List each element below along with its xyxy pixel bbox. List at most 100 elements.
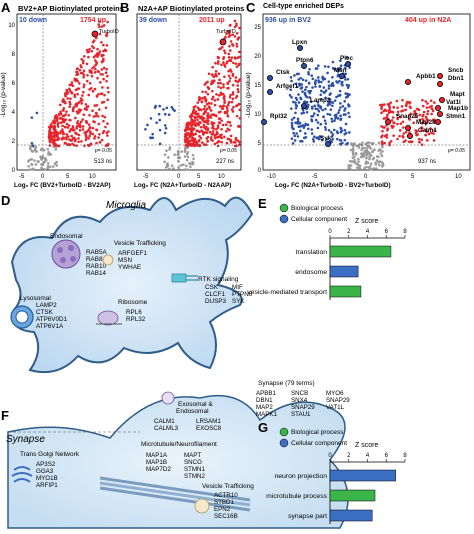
- bv2-point: [333, 119, 336, 123]
- ns-point: [375, 167, 378, 170]
- ns-point: [180, 164, 183, 167]
- panel-c-xtick: 10: [455, 174, 462, 180]
- panel-b-title: N2A+AP Biotinylated proteins: [138, 4, 244, 13]
- microtubule-protein: MAP7D2: [146, 466, 171, 473]
- up-point: [101, 73, 104, 76]
- n2a-point: [385, 115, 389, 119]
- up-point: [228, 44, 231, 48]
- ns-point: [186, 151, 190, 154]
- ns-point: [40, 158, 43, 161]
- vesicle-trafficking-label: Vesicle Trafficking: [114, 240, 166, 247]
- bv2-point: [303, 88, 307, 92]
- up-point: [216, 144, 220, 148]
- ns-point: [163, 153, 167, 156]
- synapse-protein: SNX4: [291, 397, 308, 404]
- rtk-signaling-label: RTK signaling: [198, 276, 239, 283]
- up-point: [95, 112, 98, 115]
- up-point: [100, 40, 103, 44]
- up-point: [217, 140, 221, 143]
- bv2-point: [341, 83, 344, 87]
- n2a-point: [429, 127, 432, 130]
- bv2-protein-label: Arfgef1: [276, 83, 299, 90]
- up-point: [62, 114, 66, 118]
- bv2-point: [290, 79, 293, 83]
- up-point: [90, 49, 94, 53]
- bv2-point: [288, 94, 292, 97]
- ns-point: [351, 144, 355, 148]
- ns-point: [189, 165, 192, 169]
- n2a-point: [424, 128, 428, 132]
- ns-point: [183, 155, 187, 158]
- up-point: [57, 121, 60, 125]
- panel-g-axis-title: Z score: [355, 442, 378, 449]
- bv2-point: [308, 96, 311, 99]
- bv2-point: [317, 104, 321, 108]
- bv2-point: [336, 117, 340, 120]
- down-point: [164, 112, 167, 116]
- up-point: [204, 127, 207, 131]
- go-term-label: neuron projection: [274, 473, 327, 480]
- bv2-point: [334, 115, 338, 119]
- ns-point: [189, 162, 192, 166]
- bv2-point: [320, 80, 323, 84]
- up-point: [96, 76, 99, 80]
- up-point: [235, 32, 239, 35]
- bv2-point: [300, 83, 303, 86]
- bv2-protein-label: Syk: [320, 135, 332, 142]
- synapse-protein: STAU1: [291, 411, 311, 418]
- panel-f-title: Synapse: [6, 434, 45, 445]
- up-point: [106, 122, 109, 125]
- up-point: [97, 136, 100, 139]
- up-point: [227, 69, 230, 73]
- up-point: [102, 129, 106, 133]
- up-point: [209, 136, 213, 139]
- bv2-point: [297, 78, 300, 81]
- up-point: [213, 99, 217, 102]
- up-point: [59, 103, 62, 107]
- up-point: [231, 91, 235, 94]
- up-point: [67, 124, 71, 127]
- n2a-point: [380, 107, 383, 110]
- up-point: [90, 44, 94, 48]
- up-point: [61, 120, 65, 123]
- up-point: [53, 125, 56, 129]
- endosome-vesicle-icon: [60, 257, 66, 263]
- up-point: [227, 74, 231, 78]
- up-point: [105, 44, 109, 47]
- bv2-point: [330, 131, 333, 134]
- bv2-point: [310, 114, 313, 118]
- up-point: [227, 29, 231, 33]
- up-point: [61, 128, 64, 131]
- ns-point: [364, 142, 368, 146]
- n2a-point: [380, 140, 384, 143]
- ns-point: [367, 141, 371, 144]
- receptor-icon: [171, 273, 187, 283]
- n2a-point: [395, 99, 399, 103]
- up-point: [106, 86, 110, 90]
- up-point: [209, 116, 213, 119]
- up-point: [79, 71, 83, 75]
- n2a-point: [402, 140, 406, 144]
- up-point: [102, 66, 106, 70]
- bv2-point: [295, 85, 299, 89]
- ns-point: [46, 147, 50, 151]
- n2a-point: [432, 139, 436, 142]
- golgi-protein: GGA3: [36, 468, 54, 475]
- ns-point: [357, 166, 361, 170]
- up-point: [194, 132, 197, 136]
- ns-point: [348, 167, 352, 171]
- up-point: [91, 126, 95, 130]
- n2a-point: [390, 124, 393, 128]
- ns-point: [357, 146, 361, 149]
- n2a-point: [426, 112, 429, 116]
- ns-point: [185, 164, 188, 168]
- bv2-point: [347, 104, 351, 108]
- bv2-point: [309, 100, 313, 104]
- bv2-point: [322, 77, 326, 80]
- ribosome-protein: RPL6: [126, 309, 142, 316]
- up-point: [191, 110, 195, 113]
- bv2-point: [296, 135, 300, 138]
- bv2-point: [341, 104, 345, 108]
- up-point: [220, 136, 224, 140]
- up-point: [202, 132, 206, 135]
